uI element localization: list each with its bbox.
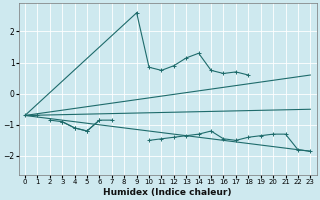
- X-axis label: Humidex (Indice chaleur): Humidex (Indice chaleur): [103, 188, 232, 197]
